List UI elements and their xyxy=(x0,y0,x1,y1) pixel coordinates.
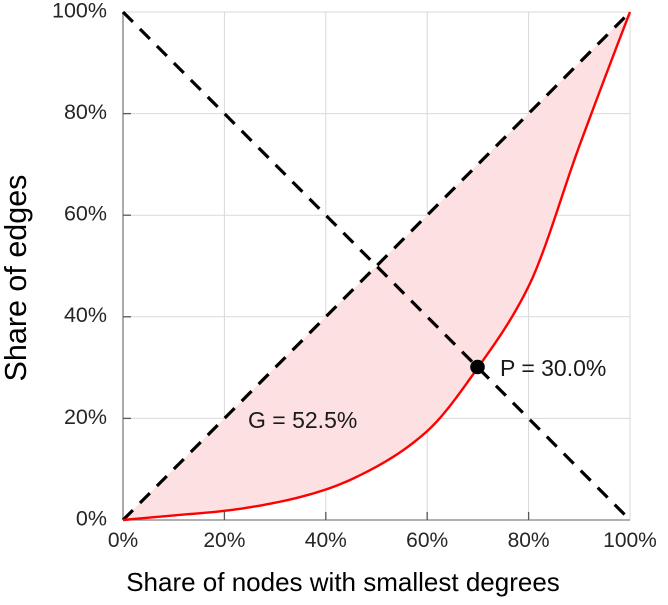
svg-text:20%: 20% xyxy=(64,405,107,429)
svg-text:80%: 80% xyxy=(64,100,107,124)
svg-text:Share of edges: Share of edges xyxy=(0,175,33,382)
svg-text:P = 30.0%: P = 30.0% xyxy=(500,355,606,381)
svg-text:0%: 0% xyxy=(108,529,138,552)
svg-text:20%: 20% xyxy=(203,529,245,552)
svg-text:100%: 100% xyxy=(603,529,657,552)
svg-text:80%: 80% xyxy=(508,529,550,552)
svg-text:G = 52.5%: G = 52.5% xyxy=(248,407,357,433)
svg-text:40%: 40% xyxy=(305,529,347,552)
svg-text:40%: 40% xyxy=(64,303,107,327)
svg-text:60%: 60% xyxy=(64,202,107,226)
svg-text:100%: 100% xyxy=(52,0,107,23)
svg-text:60%: 60% xyxy=(406,529,448,552)
svg-text:0%: 0% xyxy=(76,506,107,530)
svg-text:Share of nodes with smallest d: Share of nodes with smallest degrees xyxy=(126,567,560,597)
